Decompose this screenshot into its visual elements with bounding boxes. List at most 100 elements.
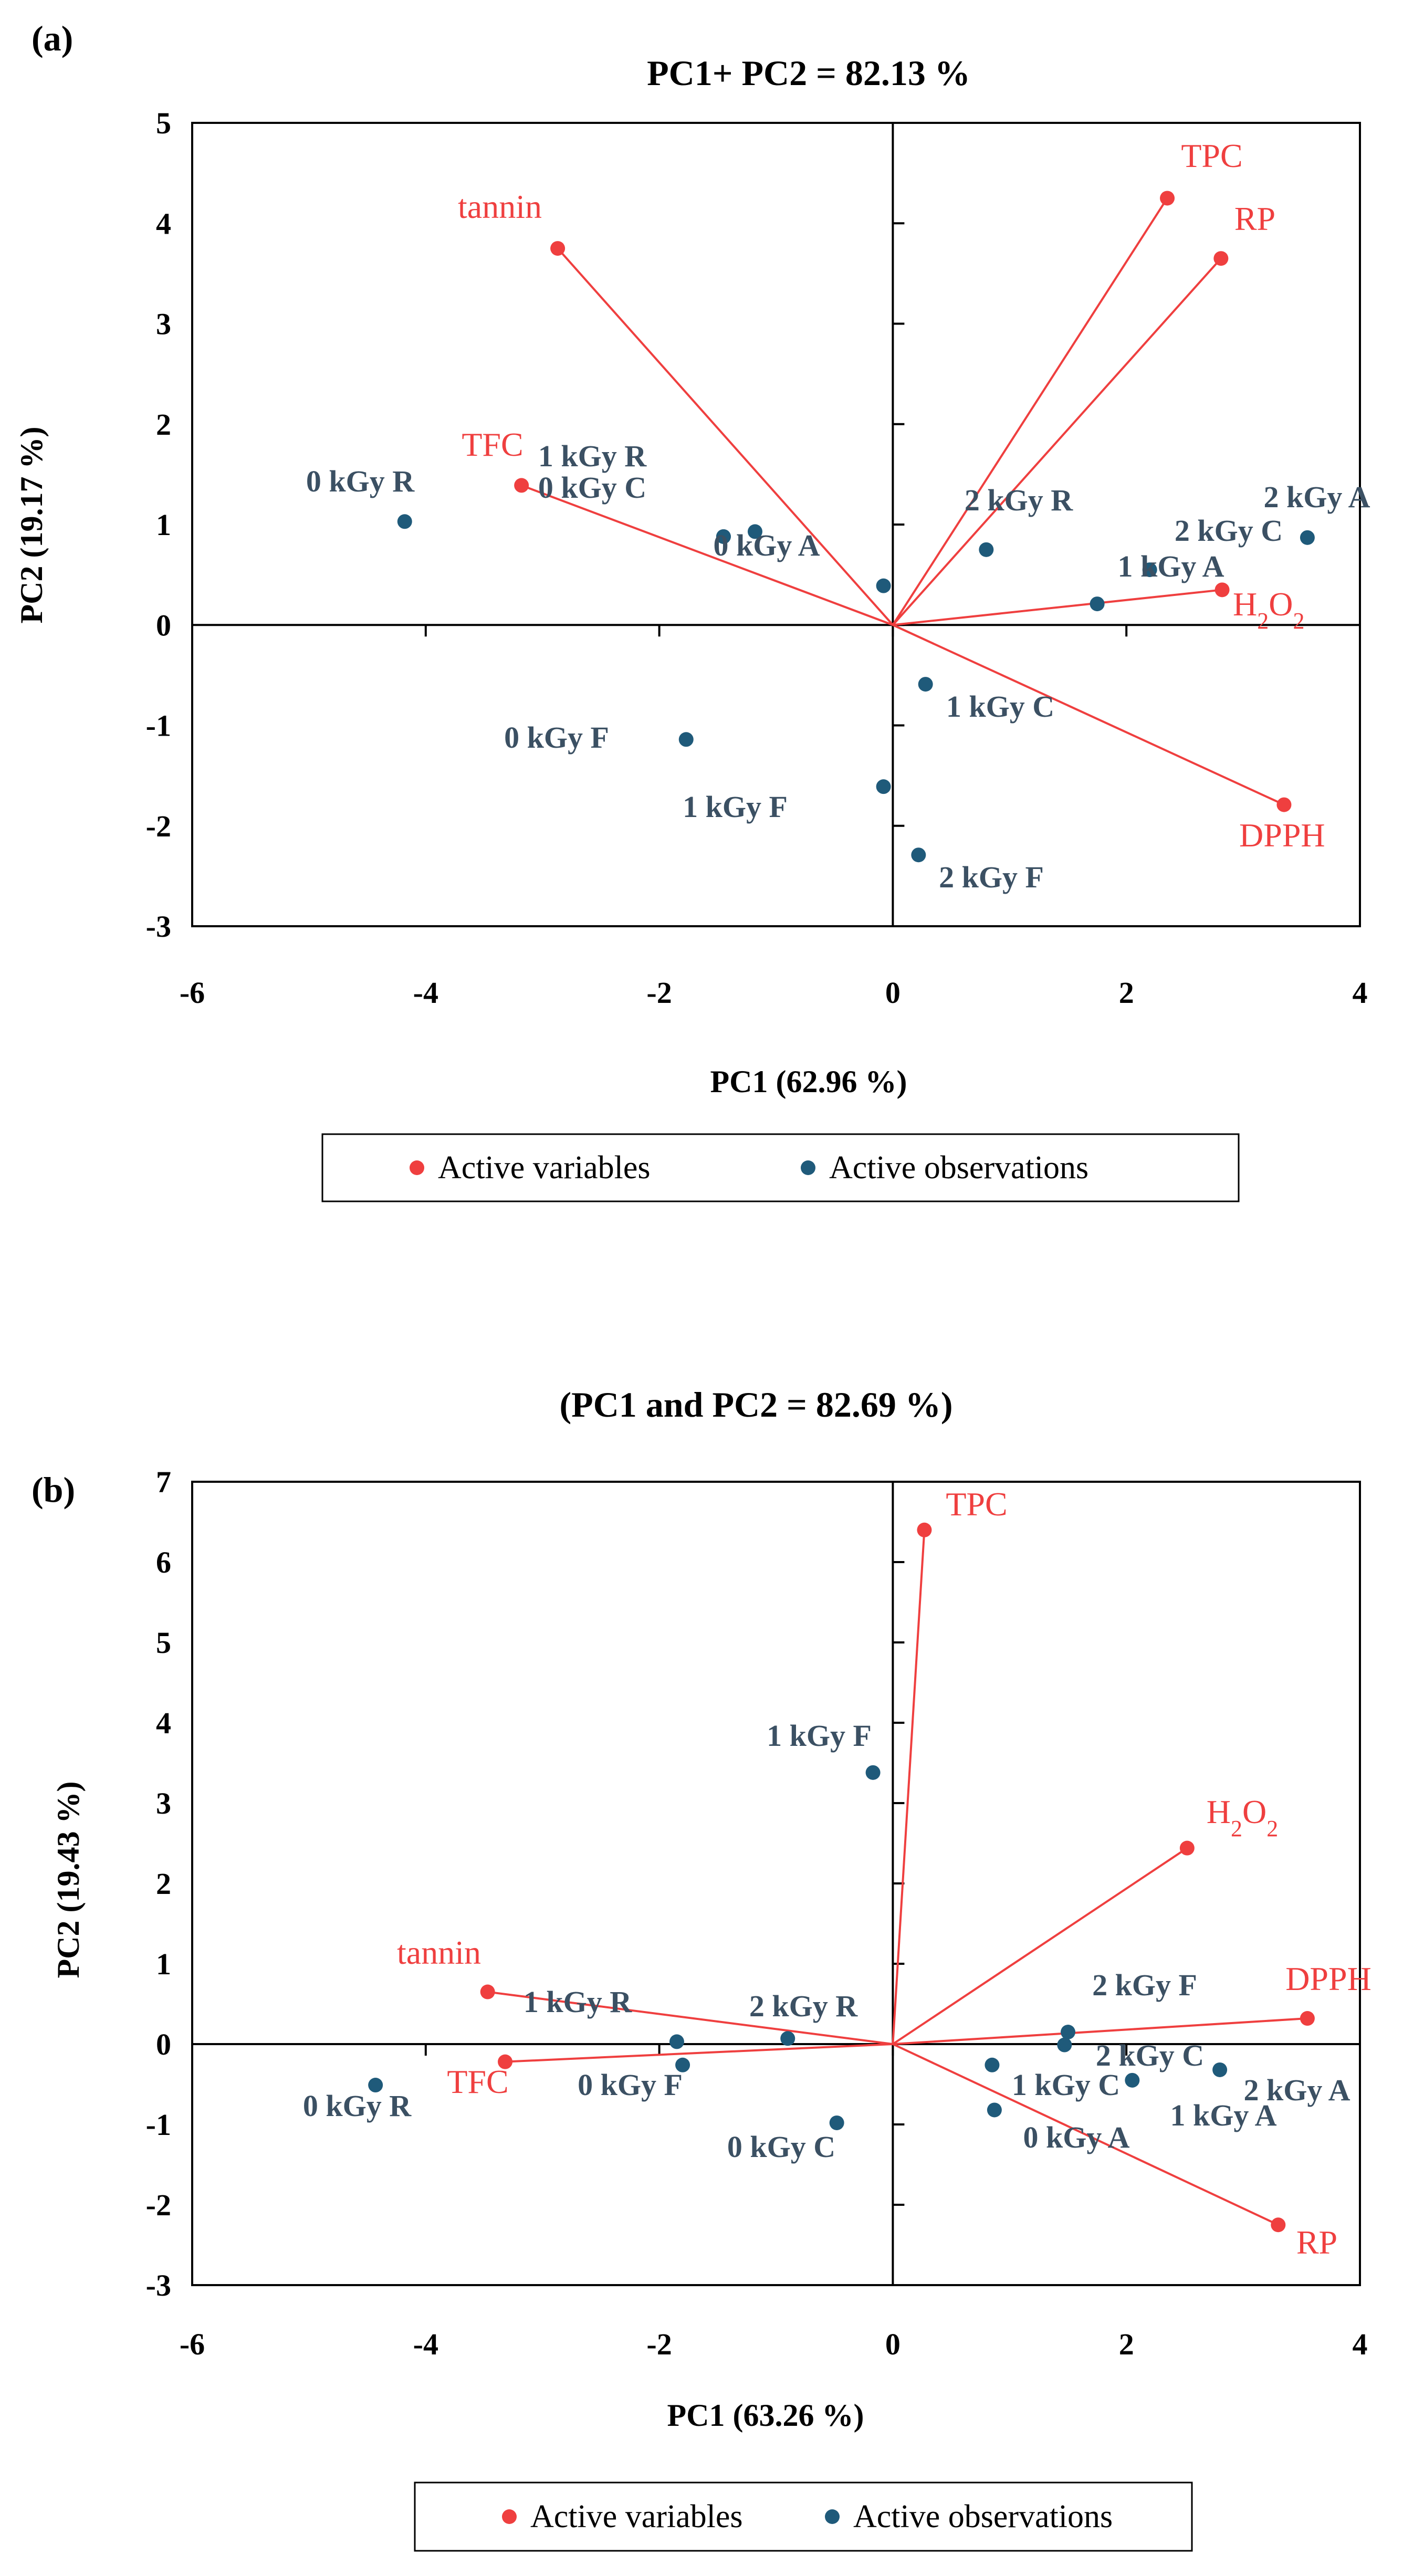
variable-vector-tfc: [521, 484, 894, 626]
legend: Active variables Active observations: [321, 1133, 1240, 1202]
y-tick-label: 5: [156, 1626, 171, 1660]
x-axis-label: PC1 (63.26 %): [667, 2398, 864, 2433]
panel-label: (b): [32, 1470, 75, 1510]
observation-point: [918, 677, 933, 692]
legend-observation-marker: [825, 2509, 840, 2524]
variable-point-tpc: [917, 1522, 932, 1537]
observation-point: [780, 2031, 795, 2046]
variable-point-tfc: [498, 2054, 513, 2069]
legend-variable-marker: [410, 1160, 424, 1175]
observation-label: 0 kGy F: [578, 2068, 683, 2102]
x-tick-label: -4: [413, 2327, 438, 2361]
y-tick-label: -1: [146, 2108, 171, 2142]
variable-point-rp: [1271, 2217, 1286, 2233]
observation-label: 2 kGy C: [1175, 514, 1283, 548]
observation-point: [669, 2034, 684, 2049]
observation-label: 1 kGy F: [767, 1719, 872, 1753]
y-tick-label: 2: [156, 1867, 171, 1901]
y-tick-label: 4: [156, 206, 171, 240]
variable-vector-tfc: [505, 2043, 893, 2063]
observation-label: 1 kGy R: [523, 1985, 632, 2019]
y-tick-label: -1: [146, 709, 171, 743]
y-tick-label: -3: [146, 909, 171, 944]
variable-vector-h2o2: [892, 1847, 1188, 2045]
legend-box: [321, 1133, 1240, 1202]
observation-label: 0 kGy F: [504, 720, 609, 755]
plot-area-frame: [191, 122, 1361, 927]
observation-point: [675, 2057, 690, 2072]
plot-area-frame: [191, 1481, 1361, 2286]
x-axis-label: PC1 (62.96 %): [710, 1064, 907, 1099]
observation-point: [829, 2115, 844, 2130]
y-tick-label: 6: [156, 1545, 171, 1579]
variable-vector-tpc: [892, 1530, 926, 2045]
x-tick-label: -6: [180, 976, 205, 1010]
x-tick-label: -4: [413, 976, 438, 1010]
x-tick-label: 4: [1353, 2327, 1368, 2361]
y-axis-label: PC2 (19.17 %): [14, 427, 49, 624]
observation-label: 0 kGy A: [1023, 2120, 1129, 2154]
observation-label: 2 kGy C: [1096, 2038, 1204, 2072]
observation-point: [876, 779, 891, 794]
variable-label-tfc: TFC: [447, 2063, 508, 2100]
observation-point: [987, 2102, 1002, 2118]
variable-label-tfc: TFC: [462, 426, 523, 463]
observation-point: [1090, 596, 1105, 612]
observation-label: 1 kGy F: [683, 790, 788, 824]
variable-label-rp: RP: [1234, 200, 1275, 237]
observation-point: [985, 2057, 1000, 2072]
legend-variable-label: Active variables: [530, 2499, 743, 2535]
panel-label: (a): [32, 18, 73, 58]
y-tick-label: -2: [146, 2188, 171, 2222]
y-tick-label: 1: [156, 508, 171, 542]
x-tick-label: -2: [646, 2327, 672, 2361]
chart-title: PC1+ PC2 = 82.13 %: [647, 53, 970, 93]
y-tick-label: -3: [146, 2268, 171, 2302]
variable-vector-tannin: [557, 247, 894, 626]
variable-point-dpph: [1276, 797, 1292, 812]
x-tick-label: 4: [1353, 976, 1368, 1010]
observation-point: [678, 732, 694, 747]
variable-label-h2o2: H2O2: [1207, 1793, 1278, 1841]
observation-point: [368, 2078, 383, 2093]
observation-point: [979, 542, 994, 557]
observation-label: 2 kGy F: [1092, 1968, 1197, 2002]
y-tick-label: 2: [156, 407, 171, 442]
variable-label-tannin: tannin: [458, 188, 542, 225]
x-tick-label: 2: [1119, 2327, 1134, 2361]
observation-label: 0 kGy C: [727, 2130, 835, 2164]
biplot-panel-b: (b) (PC1 and PC2 = 82.69 %) -6 -4 -2 0 2 4 -3 -2 -…: [32, 1385, 1371, 2552]
variable-label-tpc: TPC: [1181, 137, 1242, 174]
variable-point-rp: [1213, 251, 1229, 266]
x-tick-label: 2: [1119, 976, 1134, 1010]
observation-point: [1142, 562, 1157, 578]
observation-point: [1057, 2037, 1072, 2053]
variable-point-h2o2: [1214, 582, 1230, 598]
observation-label: 2 kGy F: [939, 860, 1044, 894]
variable-vector-rp: [892, 2043, 1279, 2226]
y-tick-label: 5: [156, 106, 171, 140]
observation-point: [747, 524, 762, 539]
variable-point-tannin: [550, 241, 566, 256]
variable-label-tpc: TPC: [946, 1485, 1007, 1523]
variable-point-tpc: [1160, 191, 1175, 206]
y-tick-label: 1: [156, 1947, 171, 1981]
observation-label: 2 kGy R: [749, 1989, 858, 2023]
variable-label-dpph: DPPH: [1285, 1960, 1371, 1997]
observation-label: 1 kGy A: [1117, 549, 1224, 583]
legend-observation-label: Active observations: [853, 2499, 1113, 2535]
y-tick-label: 3: [156, 1786, 171, 1820]
y-tick-label: 0: [156, 608, 171, 642]
x-tick-label: -2: [646, 976, 672, 1010]
variable-label-dpph: DPPH: [1239, 816, 1325, 854]
y-tick-label: 7: [156, 1465, 171, 1499]
y-tick-label: 4: [156, 1706, 171, 1740]
observation-label: 1 kGy C: [946, 689, 1054, 724]
observation-label: 0 kGy R: [303, 2089, 412, 2123]
observation-label: 1 kGy C: [1012, 2068, 1120, 2102]
observation-label: 0 kGy C: [538, 470, 646, 505]
variable-label-rp: RP: [1296, 2224, 1337, 2261]
variable-point-tannin: [480, 1984, 495, 1999]
